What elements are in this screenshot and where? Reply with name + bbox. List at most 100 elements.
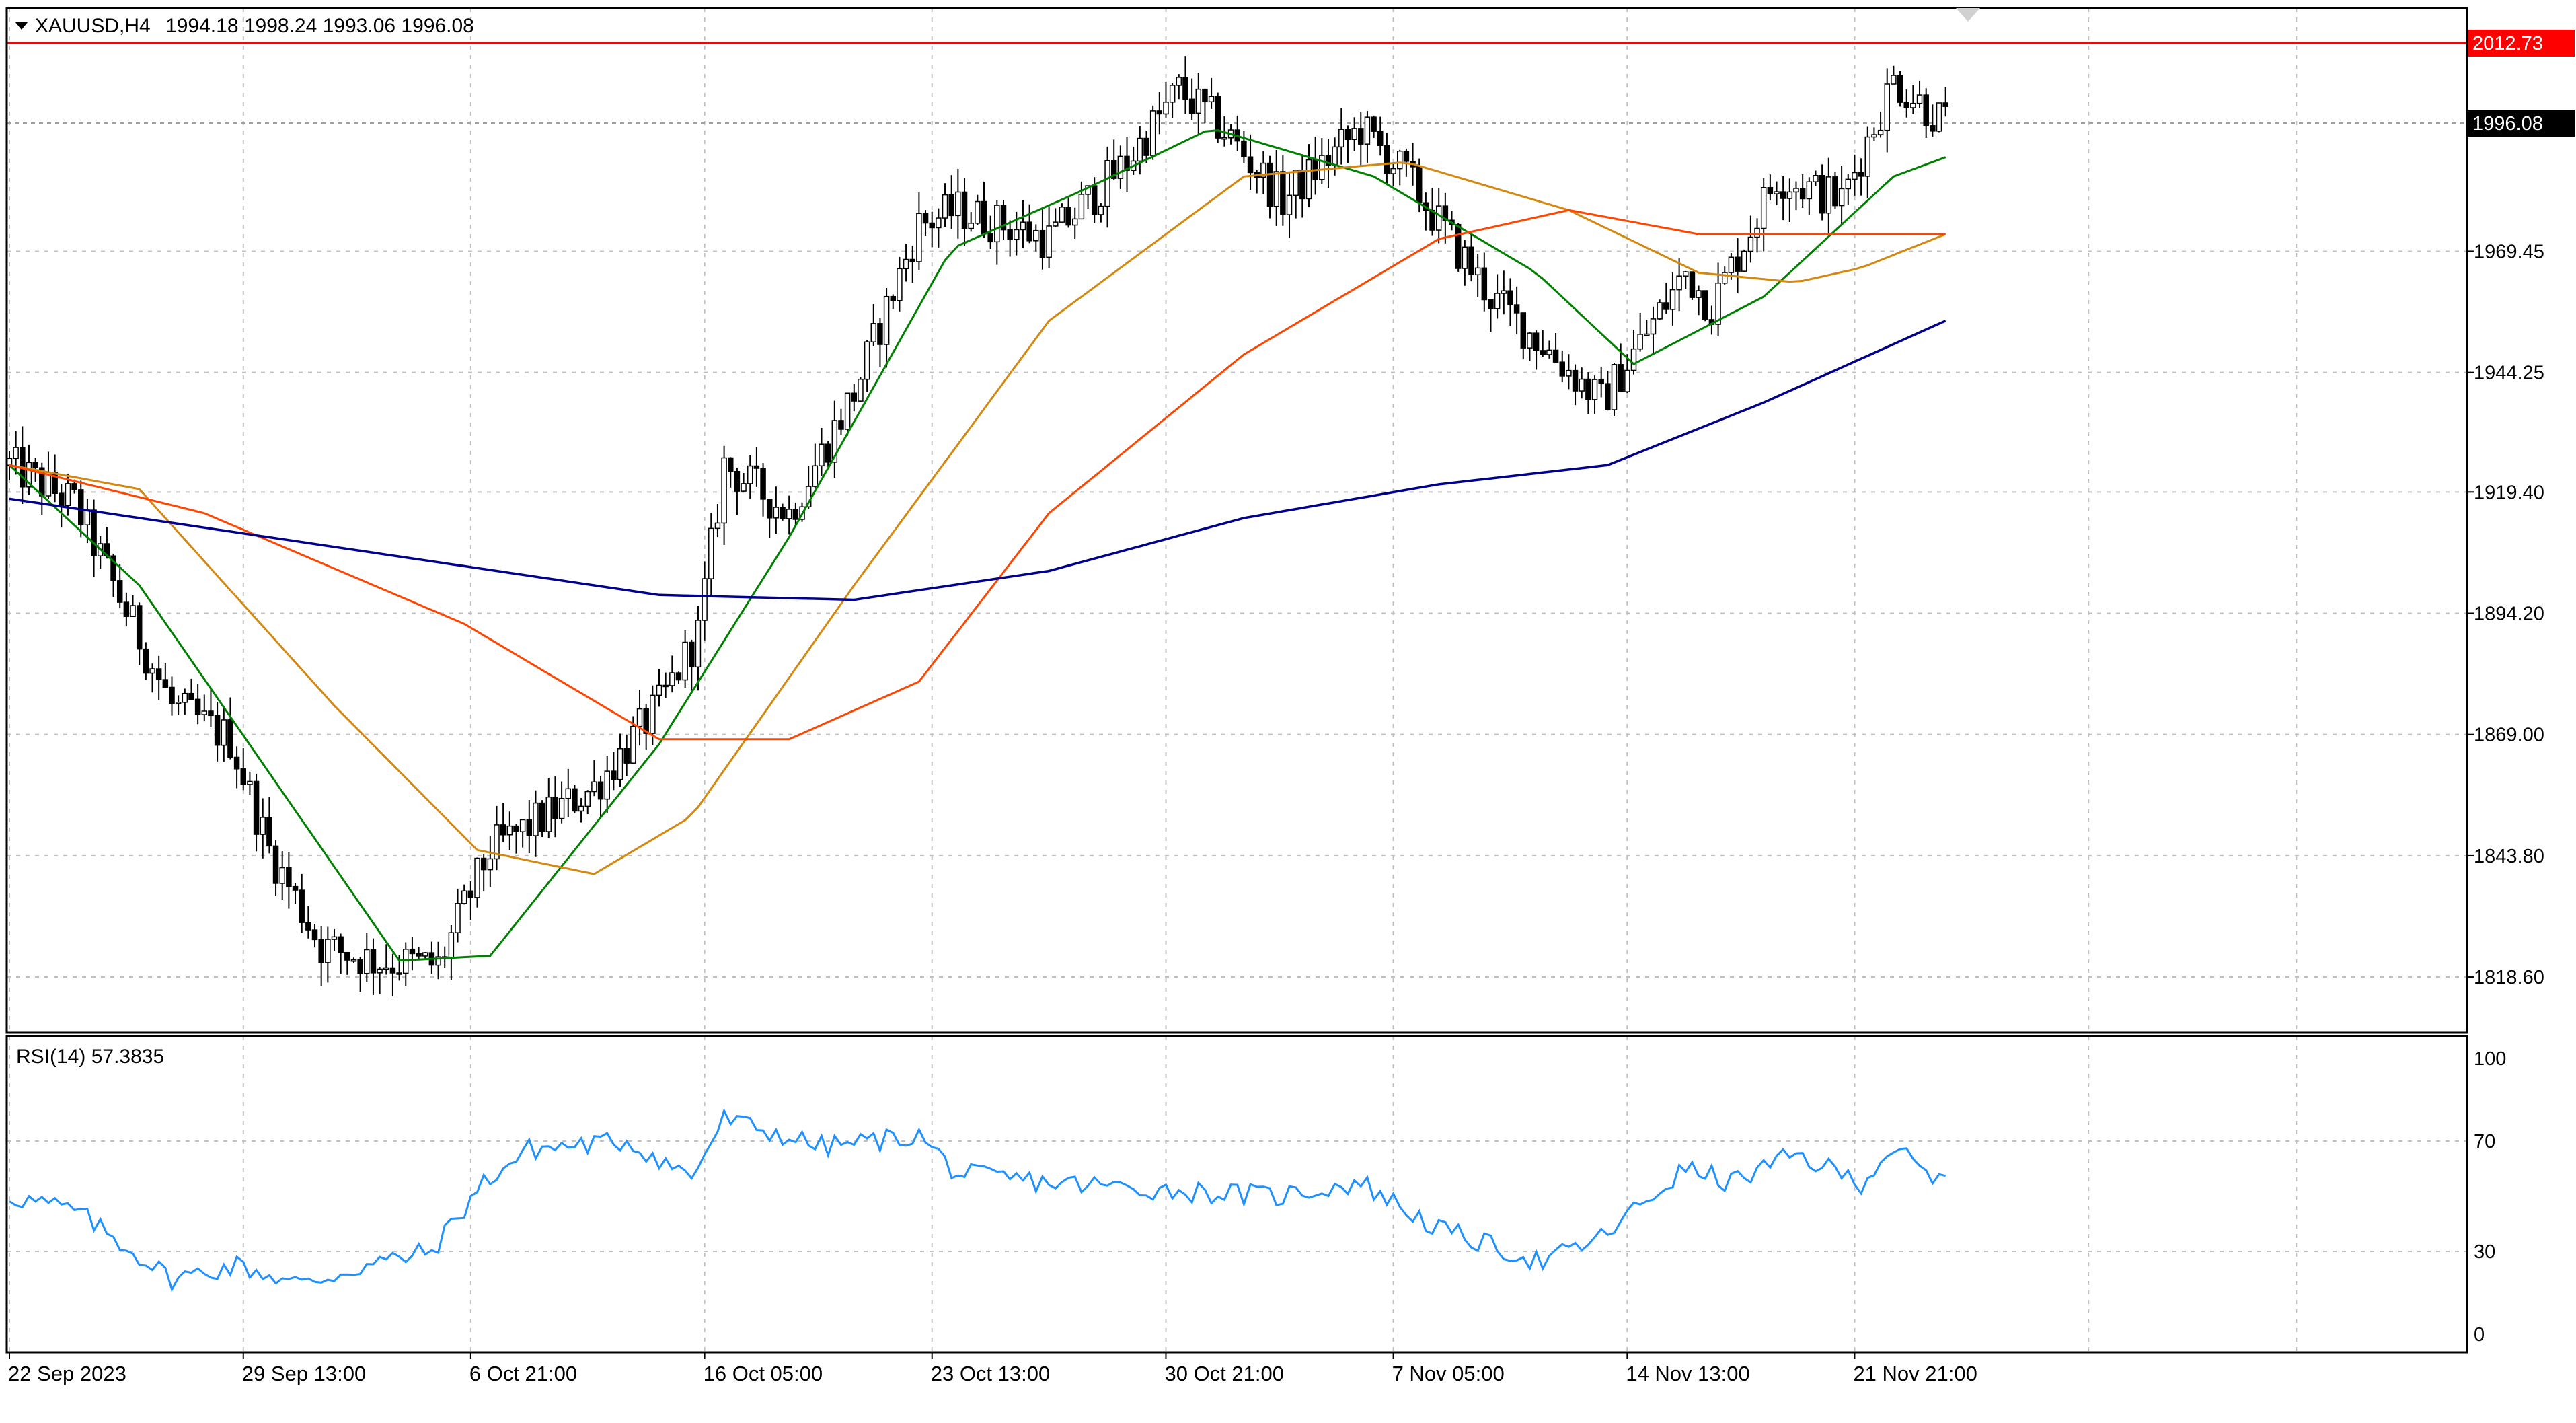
candle: [467, 881, 474, 920]
candle-body: [1026, 221, 1032, 242]
candle: [747, 455, 753, 499]
candle-body: [1780, 191, 1786, 199]
candle-body: [91, 509, 97, 556]
triangle-down-icon[interactable]: [15, 22, 28, 30]
candle: [1832, 172, 1838, 209]
candle-body: [1669, 289, 1676, 310]
candle: [364, 933, 370, 982]
candle: [1371, 115, 1377, 138]
candle: [955, 169, 961, 239]
candle-body: [260, 817, 266, 835]
candle: [1793, 181, 1799, 211]
candle-body: [292, 885, 299, 891]
candle: [1149, 105, 1156, 160]
candle: [1488, 299, 1494, 332]
candle: [247, 771, 253, 795]
candle-body: [741, 483, 747, 492]
candle: [1760, 178, 1767, 252]
candle-body: [721, 457, 727, 524]
candle-body: [1014, 229, 1020, 240]
candle: [702, 561, 708, 641]
candle: [266, 797, 272, 854]
candle: [233, 746, 240, 789]
candle: [1923, 88, 1929, 139]
candle-body: [1611, 364, 1618, 410]
candle-body: [1520, 312, 1527, 349]
candle: [838, 408, 844, 435]
candle: [714, 504, 721, 538]
candle-body: [377, 968, 383, 974]
rsi-tick-label: 0: [2474, 1324, 2485, 1346]
candle: [877, 318, 883, 367]
candle-body: [526, 819, 533, 836]
candle: [331, 928, 338, 951]
candle: [1059, 203, 1065, 223]
price-tick-label: 1969.45: [2474, 241, 2544, 262]
candle: [916, 192, 922, 270]
candle-body: [747, 465, 753, 484]
candle-body: [1618, 364, 1624, 392]
candle-body: [383, 967, 389, 970]
candle: [1215, 92, 1221, 143]
candle: [968, 212, 974, 232]
candle: [1910, 85, 1916, 114]
candle-body: [1858, 172, 1864, 177]
candle: [942, 183, 948, 227]
candle-body: [1916, 94, 1923, 104]
candle: [1741, 249, 1747, 272]
candle: [1156, 92, 1163, 135]
time-tick-label: 22 Sep 2023: [8, 1362, 126, 1385]
candle: [1247, 134, 1254, 190]
moving-average-line: [8, 129, 1946, 962]
candle: [1071, 207, 1078, 239]
candle-body: [766, 499, 773, 519]
candle: [448, 924, 455, 980]
candle: [221, 706, 227, 762]
candle: [487, 836, 494, 887]
candle-body: [1046, 225, 1052, 258]
candle-body: [227, 719, 233, 758]
grid: [7, 8, 2467, 1352]
candle-body: [533, 802, 539, 836]
candle-body: [1039, 229, 1046, 258]
candle-body: [513, 825, 519, 832]
candle-body: [1085, 185, 1091, 195]
candle: [1871, 127, 1877, 141]
candle-body: [506, 825, 513, 836]
candle-body: [1644, 333, 1650, 336]
candle-body: [961, 191, 968, 229]
candle-body: [201, 710, 208, 715]
candle: [1163, 81, 1169, 118]
candle-body: [780, 507, 786, 519]
candle-body: [1585, 378, 1591, 400]
candle-body: [558, 797, 565, 819]
candle: [897, 256, 903, 312]
candle: [1358, 112, 1364, 166]
candle-body: [344, 951, 350, 961]
candle: [552, 776, 558, 838]
candle-body: [136, 605, 143, 650]
candle-body: [584, 791, 591, 807]
candle: [1877, 111, 1884, 138]
candle-body: [110, 555, 116, 581]
candle: [279, 851, 285, 900]
candle-body: [903, 258, 909, 270]
chart-shift-marker-icon[interactable]: [1956, 8, 1980, 22]
candle: [1799, 174, 1806, 209]
rsi-line: [9, 1107, 1946, 1292]
candle-body: [604, 770, 610, 800]
candle: [318, 926, 324, 986]
candle-body: [1143, 137, 1149, 156]
current-price-tag: [2468, 110, 2575, 137]
candle-body: [753, 465, 760, 469]
candle-body: [474, 857, 480, 898]
candle-body: [1488, 299, 1494, 309]
candle-body: [1247, 156, 1254, 174]
candle: [65, 473, 71, 516]
candle: [948, 175, 954, 229]
candle: [461, 884, 467, 905]
candle: [20, 426, 26, 505]
candle-body: [318, 939, 324, 963]
